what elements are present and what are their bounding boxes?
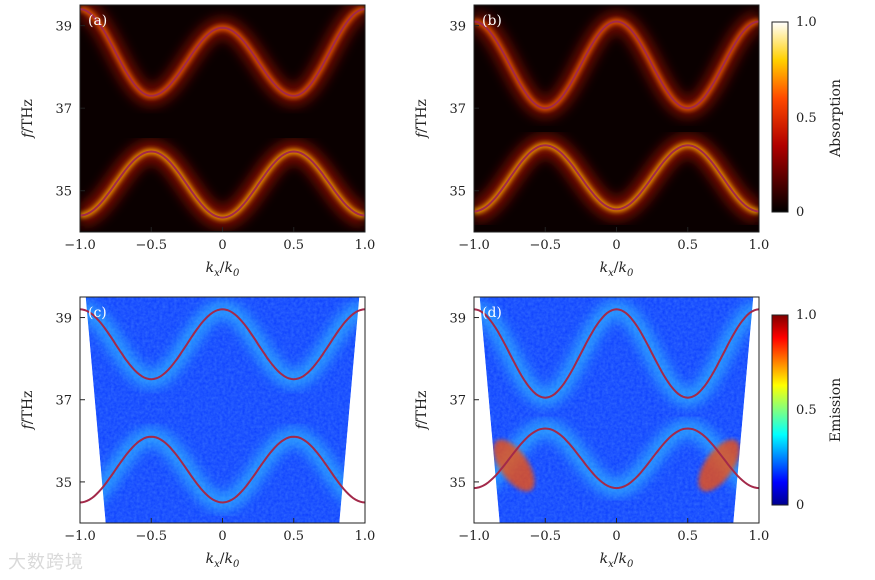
x-tick-label-c: −0.5 — [135, 529, 167, 544]
lower-band-curve-c — [80, 435, 365, 504]
x-tick-label-b: 1.0 — [749, 238, 770, 253]
lower-band-curve-a — [80, 150, 365, 219]
upper-band-curve-b — [474, 20, 759, 110]
y-axis-label-b: f/THz — [414, 99, 430, 139]
x-axis-label-c: kx/k0 — [206, 551, 240, 570]
y-tick-label-b: 35 — [449, 185, 466, 200]
x-tick-label-a: −1.0 — [64, 238, 96, 253]
panel-d: −1.0 −0.5 0 0.5 1.0 35 37 39 kx/k0 f/THz (d) — [414, 296, 770, 570]
y-tick-label-a: 37 — [55, 102, 72, 117]
x-tick-label-a: 0 — [218, 238, 226, 253]
heatmap-c — [80, 297, 365, 523]
panel-label-c: (c) — [88, 305, 107, 321]
y-tick-label-c: 37 — [55, 394, 72, 409]
y-axis-label-a: f/THz — [20, 99, 36, 139]
x-tick-label-c: −1.0 — [64, 529, 96, 544]
x-axis-label-b: kx/k0 — [600, 260, 634, 279]
panel-c: −1.0 −0.5 0 0.5 1.0 35 37 39 kx/k0 f/THz (c) — [20, 296, 376, 570]
x-tick-label-a: 1.0 — [355, 238, 376, 253]
y-axis-label-c: f/THz — [20, 391, 36, 431]
x-tick-label-a: −0.5 — [135, 238, 167, 253]
panel-label-b: (b) — [482, 13, 502, 29]
y-axis-label-d: f/THz — [414, 391, 430, 431]
lower-band-curve-d — [474, 427, 759, 490]
upper-band-curve-c — [80, 308, 365, 381]
x-tick-label-c: 1.0 — [355, 529, 376, 544]
hotspot-right-d — [698, 439, 740, 492]
y-tick-label-d: 39 — [449, 312, 466, 327]
x-tick-label-c: 0.5 — [283, 529, 304, 544]
x-tick-label-d: −1.0 — [458, 529, 490, 544]
x-tick-label-d: 1.0 — [749, 529, 770, 544]
panel-b: −1.0 −0.5 0 0.5 1.0 35 37 39 kx/k0 f/THz (b) — [414, 4, 770, 279]
lower-band-curve-b — [474, 144, 759, 213]
panel-label-d: (d) — [482, 305, 502, 321]
y-tick-label-d: 37 — [449, 394, 466, 409]
x-tick-label-d: −0.5 — [529, 529, 561, 544]
y-tick-label-c: 39 — [55, 312, 72, 327]
absorption-colorbar: 1.0 0.5 0 Absorption — [771, 15, 844, 220]
emission-colorbar-tick-bottom: 0 — [796, 498, 804, 513]
heatmap-d — [474, 297, 759, 523]
heatmap-background-b — [474, 5, 759, 232]
absorption-colorbar-tick-mid: 0.5 — [796, 111, 817, 126]
absorption-colorbar-tick-bottom: 0 — [796, 205, 804, 220]
heatmap-field-d — [479, 297, 754, 523]
emission-colorbar-tick-mid: 0.5 — [796, 403, 817, 418]
x-tick-label-a: 0.5 — [283, 238, 304, 253]
x-tick-label-b: 0 — [612, 238, 620, 253]
x-tick-label-c: 0 — [218, 529, 226, 544]
x-tick-label-b: 0.5 — [677, 238, 698, 253]
emission-colorbar-label: Emission — [828, 378, 844, 442]
heatmap-b — [474, 5, 759, 232]
x-tick-label-d: 0 — [612, 529, 620, 544]
emission-colorbar: 1.0 0.5 0 Emission — [771, 308, 844, 513]
x-axis-label-a: kx/k0 — [206, 260, 240, 279]
x-tick-label-b: −1.0 — [458, 238, 490, 253]
y-tick-label-a: 39 — [55, 20, 72, 35]
heatmap-background-a — [80, 5, 365, 232]
hotspot-left-d — [493, 439, 535, 492]
absorption-colorbar-tick-top: 1.0 — [796, 15, 817, 30]
y-tick-label-d: 35 — [449, 476, 466, 491]
y-tick-label-b: 37 — [449, 102, 466, 117]
watermark: 大数跨境 — [8, 552, 84, 573]
heatmap-field-c — [85, 297, 360, 523]
panel-label-a: (a) — [88, 13, 107, 29]
absorption-colorbar-label: Absorption — [828, 79, 844, 158]
panel-a: −1.0 −0.5 0 0.5 1.0 35 37 39 kx/k0 f/THz (a) — [20, 4, 376, 279]
upper-band-curve-a — [80, 8, 365, 97]
heatmap-noise-c — [85, 297, 360, 523]
upper-band-curve-d — [474, 308, 759, 399]
y-tick-label-a: 35 — [55, 185, 72, 200]
emission-colorbar-tick-top: 1.0 — [796, 308, 817, 323]
y-tick-label-b: 39 — [449, 20, 466, 35]
x-tick-label-d: 0.5 — [677, 529, 698, 544]
y-tick-label-c: 35 — [55, 476, 72, 491]
x-axis-label-d: kx/k0 — [600, 551, 634, 570]
heatmap-a — [80, 5, 365, 232]
x-tick-label-b: −0.5 — [529, 238, 561, 253]
